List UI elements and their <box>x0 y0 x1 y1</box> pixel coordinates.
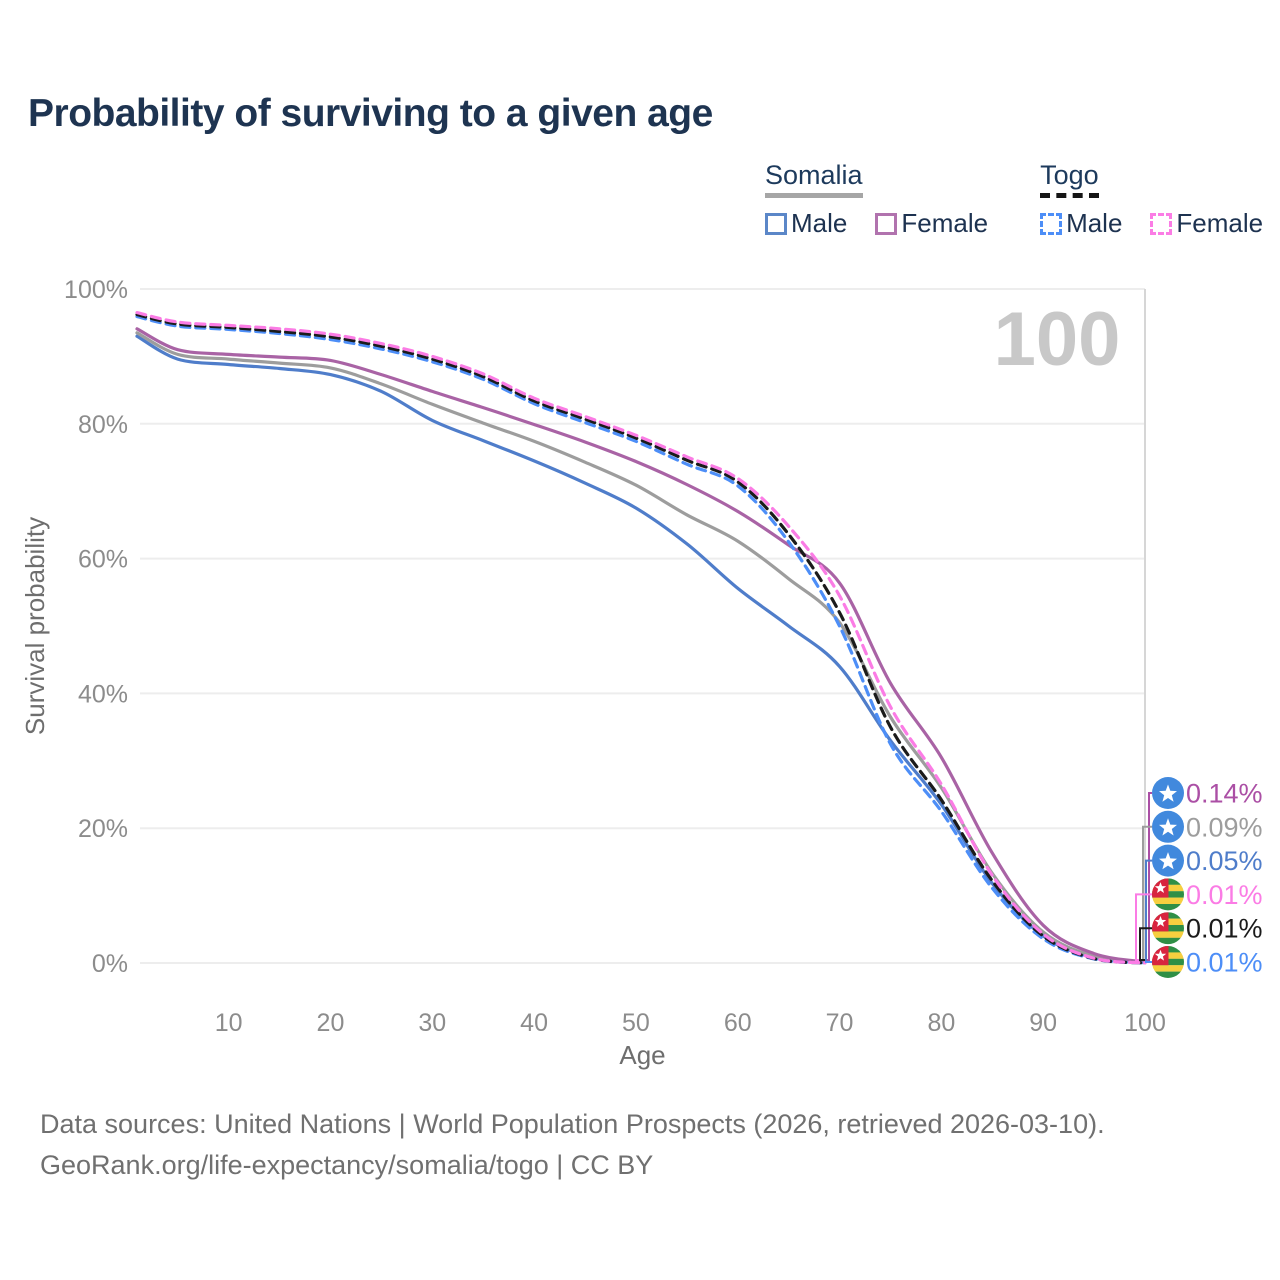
togo-female-swatch <box>1150 212 1173 235</box>
togo-flag-icon <box>1152 946 1184 978</box>
legend-title-togo: Togo <box>1040 160 1099 198</box>
x-tick-label: 10 <box>215 1009 243 1037</box>
legend-item-somalia-female[interactable]: Female <box>875 208 988 239</box>
legend-group-somalia: Somalia Male Female <box>765 160 988 239</box>
x-tick-label: 60 <box>724 1009 752 1037</box>
x-tick-label: 50 <box>622 1009 650 1037</box>
series-line-somalia-overall[interactable] <box>135 331 1147 964</box>
somalia-female-swatch <box>875 212 898 235</box>
hover-age-watermark: 100 <box>994 297 1121 382</box>
legend-label-somalia-male: Male <box>791 208 848 238</box>
x-tick-label: 40 <box>520 1009 548 1037</box>
footer-data-sources: Data sources: United Nations | World Pop… <box>40 1109 1105 1139</box>
x-axis-title: Age <box>619 1040 665 1070</box>
somalia-flag-icon <box>1152 810 1184 843</box>
footer-attribution-link: GeoRank.org/life-expectancy/somalia/togo… <box>40 1150 654 1180</box>
togo-flag-icon <box>1152 878 1184 911</box>
series-line-somalia-female[interactable] <box>135 327 1147 964</box>
y-tick-label: 0% <box>92 950 128 978</box>
page-title: Probability of surviving to a given age <box>28 92 713 135</box>
series-line-somalia-male[interactable] <box>135 334 1147 965</box>
footer: Data sources: United Nations | World Pop… <box>40 1104 1105 1186</box>
legend-label-togo-male: Male <box>1066 208 1123 238</box>
legend-items-somalia: Male Female <box>765 208 988 239</box>
legend-item-togo-male[interactable]: Male <box>1040 208 1122 239</box>
togo-flag-icon <box>1152 912 1184 945</box>
y-tick-label: 80% <box>78 411 128 439</box>
legend-items-togo: Male Female <box>1040 208 1263 239</box>
somalia-flag-icon <box>1152 844 1184 877</box>
x-tick-label: 90 <box>1029 1009 1057 1037</box>
x-tick-label: 70 <box>826 1009 854 1037</box>
y-tick-label: 100% <box>64 276 128 304</box>
end-value-label-togo-male: 0.01% <box>1186 948 1263 978</box>
legend: Somalia Male Female Togo Male <box>765 160 1263 239</box>
series-line-togo-male[interactable] <box>135 315 1147 965</box>
x-tick-label: 80 <box>927 1009 955 1037</box>
legend-label-togo-female: Female <box>1176 208 1264 238</box>
legend-title-somalia: Somalia <box>765 160 863 198</box>
series-line-togo-overall[interactable] <box>135 313 1147 965</box>
x-tick-label: 30 <box>418 1009 446 1037</box>
end-value-label-togo-female: 0.01% <box>1186 880 1263 910</box>
curves-layer <box>135 311 1147 965</box>
legend-label-somalia-female: Female <box>901 208 989 238</box>
end-value-label-somalia-female: 0.14% <box>1186 779 1263 809</box>
y-tick-label: 20% <box>78 815 128 843</box>
end-label-connector-togo-overall <box>1139 927 1152 961</box>
y-tick-label: 40% <box>78 680 128 708</box>
end-label-connector-somalia-male <box>1145 859 1152 961</box>
x-tick-label: 100 <box>1124 1009 1166 1037</box>
somalia-male-swatch <box>765 212 787 235</box>
end-value-label-somalia-male: 0.05% <box>1186 846 1263 876</box>
togo-male-swatch <box>1040 212 1063 235</box>
y-tick-label: 60% <box>78 546 128 574</box>
series-line-togo-female[interactable] <box>135 311 1147 965</box>
legend-item-togo-female[interactable]: Female <box>1150 208 1263 239</box>
legend-group-togo: Togo Male Female <box>1040 160 1263 239</box>
end-value-label-somalia-overall: 0.09% <box>1186 812 1263 842</box>
end-value-label-togo-overall: 0.01% <box>1186 914 1263 944</box>
x-tick-label: 20 <box>317 1009 345 1037</box>
legend-item-somalia-male[interactable]: Male <box>765 208 847 239</box>
y-axis-title: Survival probability <box>20 517 50 735</box>
somalia-flag-icon <box>1152 777 1184 809</box>
